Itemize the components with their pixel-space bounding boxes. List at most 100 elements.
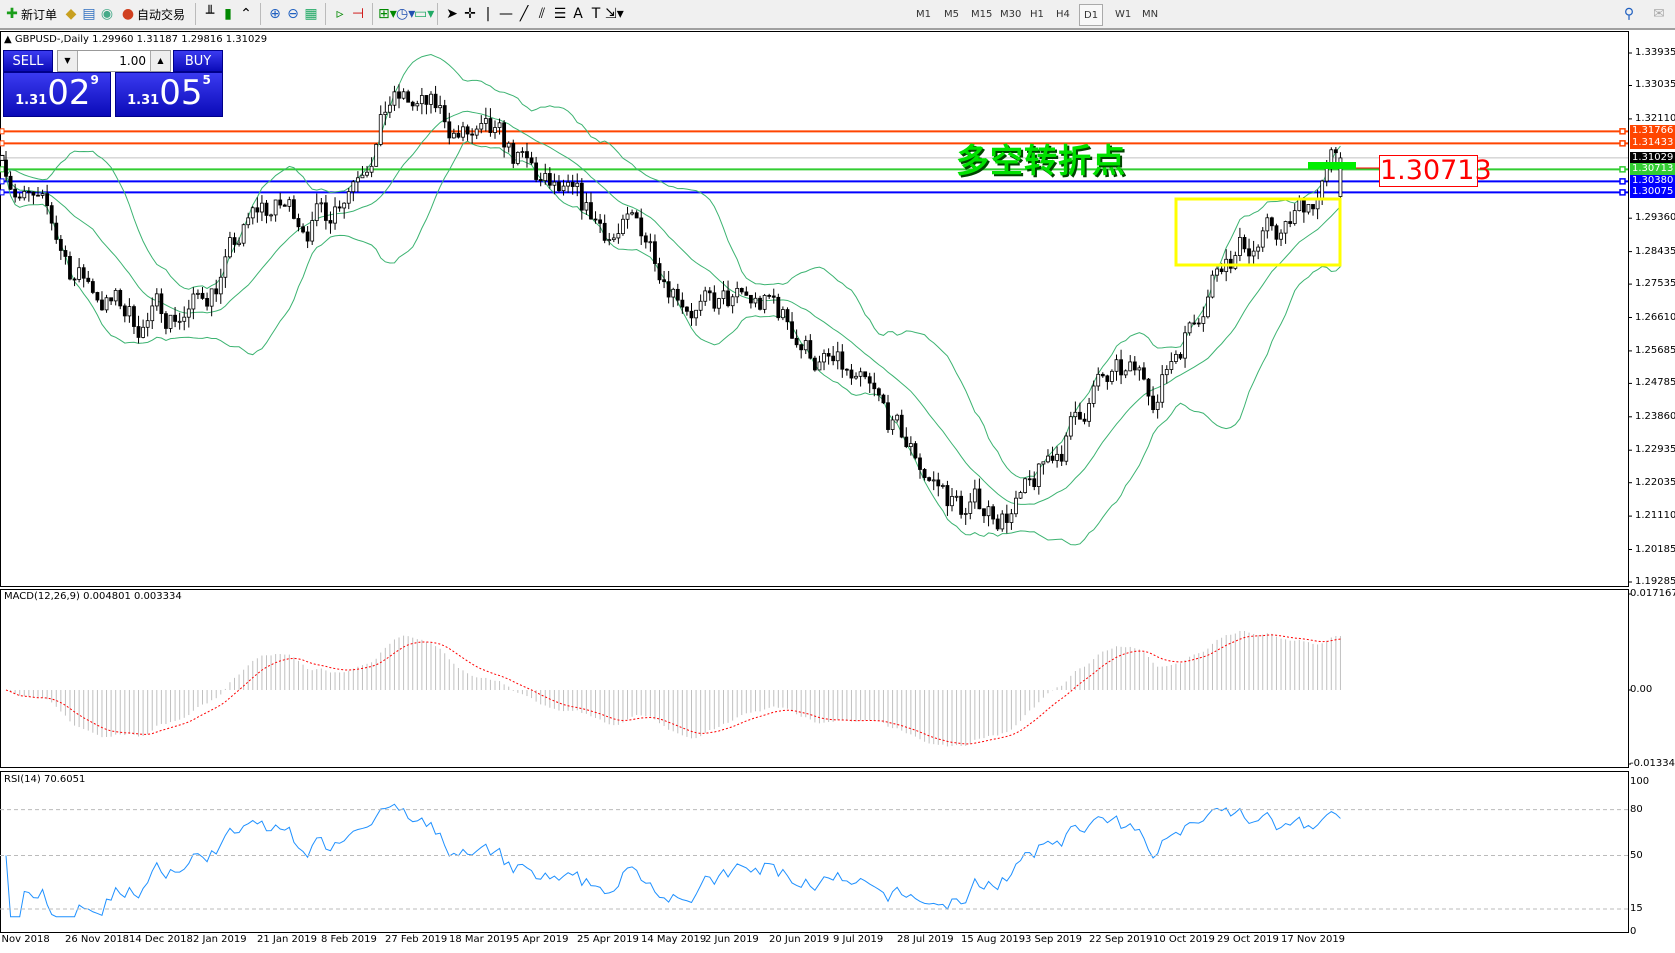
price-tick-label: 1.32110: [1635, 112, 1675, 124]
horizontal-line-icon[interactable]: —: [499, 6, 514, 22]
buy-price[interactable]: 1.31055: [115, 72, 223, 117]
timeframe-h1[interactable]: H1: [1030, 9, 1044, 20]
sell-price[interactable]: 1.31029: [3, 72, 111, 117]
candle-body: [557, 181, 561, 192]
candle-body: [602, 222, 607, 241]
lot-value[interactable]: 1.00: [119, 54, 146, 68]
candle-body: [8, 175, 13, 190]
terminal-icon[interactable]: ▤: [82, 6, 96, 22]
candle-body: [543, 173, 548, 182]
band-upper: [5, 54, 1341, 479]
candle-body: [922, 469, 927, 478]
timeframe-m30[interactable]: M30: [1000, 9, 1022, 20]
new-order-button[interactable]: ✚ 新订单: [0, 2, 60, 26]
candle-body: [36, 194, 40, 197]
candle-body: [899, 414, 904, 438]
candle-body: [1032, 478, 1037, 487]
candle-body: [406, 91, 411, 103]
chart-shift-icon[interactable]: ⊣: [351, 6, 365, 22]
crosshair-icon[interactable]: ✛: [464, 6, 476, 22]
candle-body: [1123, 370, 1128, 376]
tile-windows-icon[interactable]: ▦: [304, 6, 318, 22]
time-label: 22 Sep 2019: [1089, 934, 1153, 945]
candle-body: [173, 314, 177, 322]
periods-icon[interactable]: ◷▾: [396, 6, 416, 22]
rsi-header: RSI(14) 70.6051: [4, 774, 86, 785]
sell-button[interactable]: SELL: [3, 50, 53, 72]
text-label-icon[interactable]: T: [591, 6, 601, 22]
equidistant-channel-icon[interactable]: ⫽: [538, 6, 546, 22]
candle-body: [378, 114, 383, 145]
templates-icon[interactable]: ▭▾: [414, 6, 435, 22]
green-marker-bar[interactable]: [1308, 162, 1356, 169]
candle-body: [698, 300, 703, 311]
candle-body: [1233, 255, 1238, 269]
time-label: 14 Dec 2018: [129, 934, 193, 945]
buy-button[interactable]: BUY: [173, 50, 223, 72]
timeframe-m5[interactable]: M5: [944, 9, 959, 20]
consolidation-rectangle[interactable]: [1174, 197, 1342, 267]
timeframe-d1[interactable]: D1: [1079, 4, 1104, 26]
candle-body: [982, 508, 986, 517]
candle-body: [273, 199, 278, 216]
signals-icon[interactable]: ◉: [100, 6, 114, 22]
timeframe-mn[interactable]: MN: [1142, 9, 1159, 20]
level-handle: [0, 140, 5, 147]
candle-body: [1201, 316, 1206, 324]
candle-body: [1041, 461, 1046, 465]
chat-icon[interactable]: ✉: [1653, 6, 1665, 22]
trendline-icon[interactable]: ╱: [519, 6, 529, 22]
candle-body: [781, 309, 785, 319]
candle-body: [584, 202, 589, 211]
level-price-label: 1.31029: [1630, 151, 1675, 164]
timeframe-m1[interactable]: M1: [916, 9, 931, 20]
candle-body: [109, 297, 114, 302]
timeframe-w1[interactable]: W1: [1115, 9, 1132, 20]
lot-increase-button[interactable]: ▲: [150, 51, 170, 71]
arrows-icon[interactable]: ⇲▾: [605, 6, 624, 22]
panel-frame: [0, 589, 1629, 768]
fibonacci-icon[interactable]: ☰: [553, 6, 567, 22]
candle-body: [255, 207, 260, 213]
price-tick-label: 1.29360: [1635, 212, 1675, 224]
line-chart-icon[interactable]: ⌃: [240, 6, 252, 22]
candle-body: [241, 224, 246, 244]
price-tick-label: 1.22935: [1635, 444, 1675, 456]
candle-body: [49, 205, 54, 224]
lot-size-input[interactable]: ▼ 1.00 ▲: [57, 50, 171, 72]
bar-chart-icon[interactable]: ╨: [205, 6, 215, 22]
candle-body: [744, 291, 749, 296]
annotation-text[interactable]: 多空转折点: [956, 141, 1126, 180]
auto-trading-button[interactable]: ● 自动交易: [116, 2, 188, 26]
indicators-icon[interactable]: ⊞▾: [378, 6, 397, 22]
rsi-tick-label: 100: [1630, 776, 1650, 787]
lot-decrease-button[interactable]: ▼: [58, 51, 78, 71]
candle-body: [264, 202, 269, 216]
candle-body: [232, 237, 237, 245]
time-label: 27 Feb 2019: [385, 934, 448, 945]
candle-body: [1105, 375, 1110, 382]
candle-body: [470, 133, 475, 136]
auto-scroll-icon[interactable]: ▹: [336, 6, 344, 22]
candlestick-icon[interactable]: ▮: [224, 6, 232, 22]
candle-body: [680, 299, 685, 308]
candle-body: [1283, 221, 1288, 234]
price-tick-label: 1.33035: [1635, 79, 1675, 91]
zoom-in-icon[interactable]: ⊕: [269, 6, 281, 22]
candle-body: [346, 191, 351, 204]
zoom-out-icon[interactable]: ⊖: [287, 6, 299, 22]
timeframe-h4[interactable]: H4: [1056, 9, 1070, 20]
timeframe-m15[interactable]: M15: [971, 9, 993, 20]
candle-body: [506, 142, 511, 148]
metaeditor-icon[interactable]: ◆: [65, 6, 77, 22]
candle-body: [735, 287, 740, 298]
cursor-icon[interactable]: ➤: [446, 6, 458, 22]
search-icon[interactable]: ⚲: [1623, 6, 1635, 22]
text-icon[interactable]: A: [573, 6, 583, 22]
level-handle: [0, 166, 5, 173]
candle-body: [1082, 418, 1087, 422]
vertical-line-icon[interactable]: |: [485, 6, 491, 22]
annotation-price-label[interactable]: 1.30713: [1379, 155, 1492, 187]
level-handle: [1619, 178, 1626, 185]
